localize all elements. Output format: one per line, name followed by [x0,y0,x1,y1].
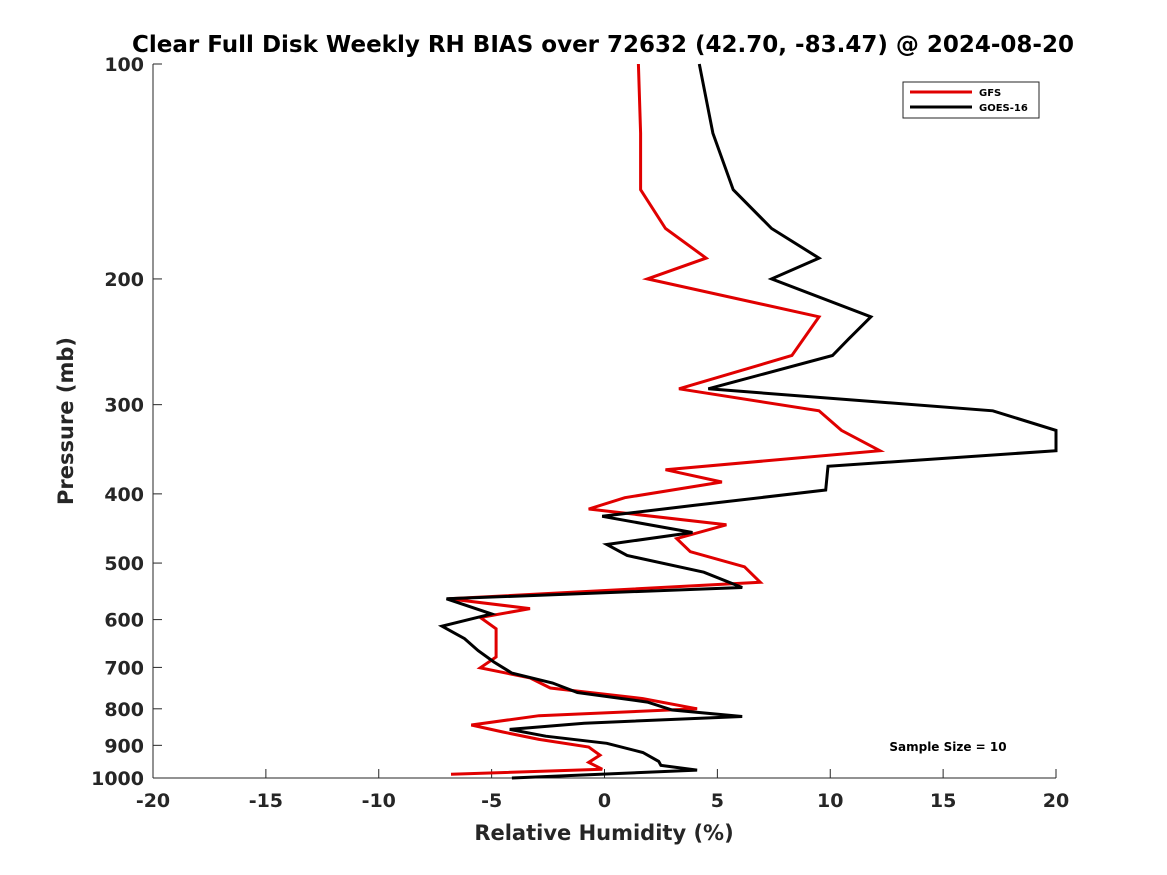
y-tick-label: 300 [104,395,144,417]
y-tick-label: 200 [104,269,144,291]
y-tick-label: 600 [104,610,144,632]
y-tick-label: 1000 [91,768,144,790]
x-axis-label: Relative Humidity (%) [474,821,733,845]
x-tick-label: -15 [249,790,283,812]
y-tick-label: 900 [104,735,144,757]
y-axis-label: Pressure (mb) [54,337,78,505]
x-tick-label: 20 [1043,790,1069,812]
y-tick-label: 100 [104,54,144,76]
y-tick-label: 700 [104,657,144,679]
x-tick-label: 5 [711,790,724,812]
legend: GFS GOES-16 [902,81,1040,119]
y-tick-label: 400 [104,484,144,506]
series-line-gfs [448,63,886,776]
x-tick-label: 15 [930,790,956,812]
legend-label-gfs: GFS [979,88,1001,99]
y-tick-label: 500 [104,553,144,575]
x-tick-label: -5 [481,790,502,812]
x-tick-label: 0 [598,790,611,812]
legend-box [902,81,1040,119]
series-group [437,63,1058,780]
x-tick-label: -20 [136,790,170,812]
y-ticks: 100 200 300 400 500 600 700 800 900 1000 [91,54,162,790]
x-ticks: -20 -15 -10 -5 0 5 10 15 20 [136,769,1069,812]
chart-title: Clear Full Disk Weekly RH BIAS over 7263… [132,32,1074,58]
legend-label-goes-16: GOES-16 [979,103,1028,114]
y-tick-label: 800 [104,699,144,721]
series-line-goes-16 [437,63,1058,780]
x-tick-label: -10 [362,790,396,812]
sample-size-annotation: Sample Size = 10 [889,740,1006,754]
x-tick-label: 10 [817,790,843,812]
